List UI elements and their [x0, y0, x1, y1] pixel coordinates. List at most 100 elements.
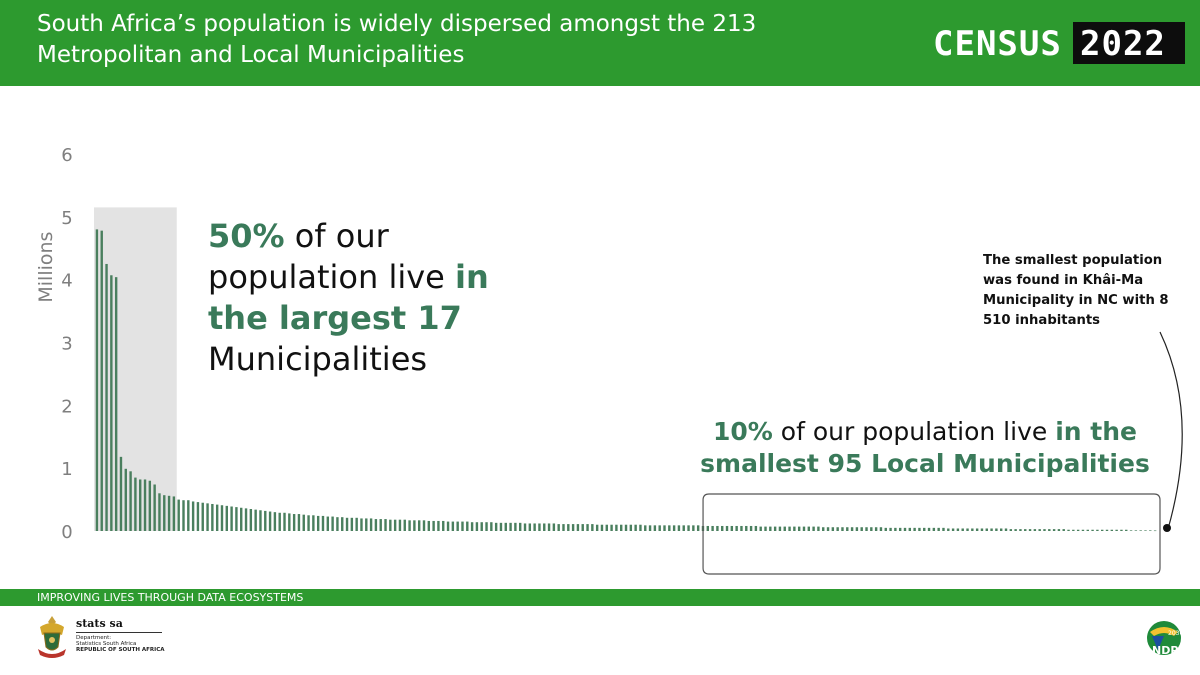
bar: [1125, 529, 1128, 531]
bar: [855, 527, 859, 531]
y-tick-label: 5: [61, 208, 72, 229]
bar: [1139, 530, 1142, 531]
bar: [398, 519, 402, 531]
bar: [913, 527, 916, 531]
callout-smallest-bold2: smallest 95 Local Municipalities: [700, 449, 1150, 478]
bar: [874, 527, 878, 531]
bar: [413, 520, 416, 531]
bar: [788, 526, 791, 531]
bar: [735, 525, 738, 531]
bar: [672, 525, 676, 531]
bar: [172, 496, 176, 531]
bar: [547, 523, 551, 531]
bar: [595, 524, 599, 531]
bar: [956, 528, 960, 531]
bar: [494, 522, 498, 531]
y-tick-label: 4: [61, 271, 72, 292]
bar: [393, 519, 397, 531]
bar: [658, 525, 661, 531]
bar: [971, 528, 974, 531]
bar: [778, 526, 782, 531]
bar: [740, 525, 743, 531]
bar: [903, 527, 907, 531]
bar: [624, 524, 628, 531]
largest-highlight-area: [94, 207, 177, 531]
bar: [215, 504, 219, 531]
bar: [711, 525, 714, 531]
bar: [591, 524, 594, 531]
bar: [369, 518, 373, 531]
bar: [865, 527, 868, 531]
bar: [1004, 528, 1008, 531]
bar: [389, 519, 392, 531]
bar: [297, 514, 301, 531]
bar: [163, 495, 166, 531]
bar: [562, 524, 565, 531]
bar: [1120, 529, 1123, 531]
bar: [105, 263, 108, 531]
bar: [1115, 529, 1118, 531]
bar: [586, 524, 589, 531]
smallest-point-marker: [1163, 524, 1171, 532]
callout-smallest-municipalities: 10% of our population live in the smalle…: [690, 416, 1160, 480]
bar: [961, 528, 964, 531]
bar: [918, 527, 921, 531]
bar: [975, 528, 979, 531]
bar: [908, 527, 912, 531]
bar: [870, 527, 873, 531]
bar: [533, 523, 536, 531]
bar: [288, 513, 291, 531]
bar: [158, 493, 161, 531]
bar: [730, 525, 734, 531]
bar: [937, 527, 940, 531]
bar: [884, 527, 887, 531]
bar: [254, 509, 257, 531]
bar: [634, 524, 637, 531]
bar: [894, 527, 897, 531]
bar: [1028, 529, 1032, 531]
bar: [1086, 529, 1089, 531]
bar: [648, 525, 652, 531]
bar: [836, 527, 839, 531]
bar: [264, 510, 267, 531]
header-bar: [0, 0, 1200, 86]
bar: [225, 505, 228, 531]
bar: [1101, 529, 1104, 531]
bar: [201, 502, 204, 531]
page-title: South Africa’s population is widely disp…: [37, 11, 757, 68]
bar: [692, 525, 695, 531]
bar: [927, 527, 931, 531]
y-tick-label: 0: [61, 522, 72, 543]
bar: [639, 524, 642, 531]
smallest-bracket: [702, 493, 1161, 575]
bar: [879, 527, 883, 531]
footer-tagline: IMPROVING LIVES THROUGH DATA ECOSYSTEMS: [37, 591, 304, 604]
bar: [316, 515, 320, 531]
bar: [721, 525, 724, 531]
bar: [932, 527, 936, 531]
bar: [446, 521, 450, 531]
bar: [259, 510, 262, 531]
bar: [812, 526, 815, 531]
bar: [797, 526, 801, 531]
bar: [403, 519, 406, 531]
bar: [182, 500, 185, 531]
bar: [451, 521, 455, 531]
callout-smallest-pct: 10%: [713, 417, 773, 446]
bar: [706, 525, 709, 531]
ndp-year-text: 2030: [1168, 630, 1183, 637]
bar: [629, 524, 633, 531]
bar: [1105, 529, 1109, 531]
bar: [514, 522, 517, 531]
bar: [1038, 529, 1041, 531]
bar: [687, 525, 690, 531]
bar: [725, 525, 729, 531]
bar: [95, 229, 99, 531]
bar: [769, 526, 772, 531]
bar: [995, 528, 998, 531]
bar: [129, 471, 132, 531]
bar: [557, 524, 560, 531]
bar: [822, 527, 825, 531]
bar: [350, 517, 354, 531]
bar: [1144, 530, 1147, 531]
